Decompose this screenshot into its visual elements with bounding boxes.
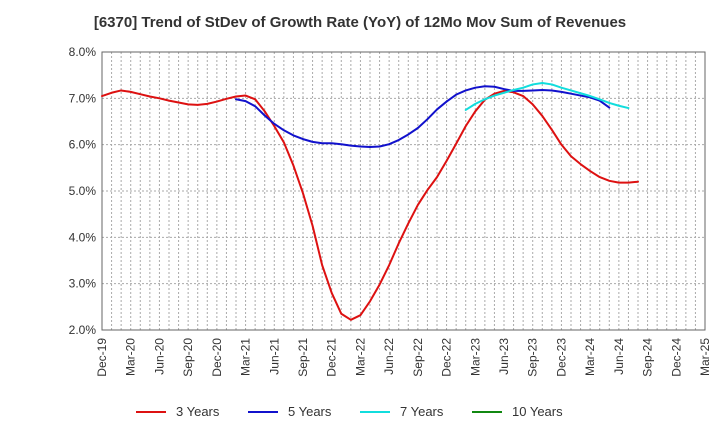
x-tick-label: Jun-20: [152, 338, 166, 375]
legend-swatch: [136, 410, 166, 413]
x-tick-label: Sep-22: [411, 338, 425, 377]
x-tick-label: Mar-20: [124, 338, 138, 376]
y-tick-label: 6.0%: [69, 138, 97, 152]
x-tick-label: Mar-25: [698, 338, 712, 376]
x-tick-label: Jun-23: [497, 338, 511, 375]
legend-swatch: [360, 410, 390, 413]
y-tick-label: 8.0%: [69, 45, 97, 59]
plot-frame: [101, 51, 706, 331]
y-tick-label: 5.0%: [69, 184, 97, 198]
x-tick-label: Jun-24: [612, 338, 626, 375]
legend-swatch: [248, 410, 278, 413]
x-tick-label: Jun-21: [267, 338, 281, 375]
x-tick-label: Sep-21: [296, 338, 310, 377]
x-tick-label: Dec-20: [210, 338, 224, 377]
x-tick-label: Dec-23: [554, 338, 568, 377]
x-tick-label: Dec-24: [669, 338, 683, 377]
x-tick-label: Dec-19: [95, 338, 109, 377]
chart-title: [6370] Trend of StDev of Growth Rate (Yo…: [93, 14, 627, 31]
x-tick-label: Mar-21: [239, 338, 253, 376]
x-tick-label: Sep-24: [641, 338, 655, 377]
x-tick-label: Mar-22: [353, 338, 367, 376]
x-tick-label: Dec-21: [325, 338, 339, 377]
x-tick-label: Mar-24: [583, 338, 597, 376]
x-tick-label: Sep-20: [181, 338, 195, 377]
legend-item-5-years: 5 Years: [248, 404, 360, 419]
series-line-3-years: [101, 89, 639, 321]
y-tick-label: 2.0%: [69, 323, 97, 337]
legend-item-10-years: 10 Years: [472, 404, 584, 419]
x-tick-label: Mar-23: [468, 338, 482, 376]
series-line-5-years: [235, 85, 611, 148]
x-tick-label: Dec-22: [440, 338, 454, 377]
legend-label: 7 Years: [400, 404, 444, 419]
x-tick-label: Jun-22: [382, 338, 396, 375]
legend-item-7-years: 7 Years: [360, 404, 472, 419]
legend: 3 Years 5 Years 7 Years 10 Years: [0, 404, 720, 419]
legend-label: 5 Years: [288, 404, 332, 419]
legend-label: 10 Years: [512, 404, 563, 419]
y-tick-label: 7.0%: [69, 91, 97, 105]
y-tick-label: 3.0%: [69, 277, 97, 291]
series-line-7-years: [464, 82, 630, 111]
x-tick-label: Sep-23: [526, 338, 540, 377]
y-tick-label: 4.0%: [69, 230, 97, 244]
legend-swatch: [472, 410, 502, 413]
legend-label: 3 Years: [176, 404, 220, 419]
legend-item-3-years: 3 Years: [136, 404, 248, 419]
